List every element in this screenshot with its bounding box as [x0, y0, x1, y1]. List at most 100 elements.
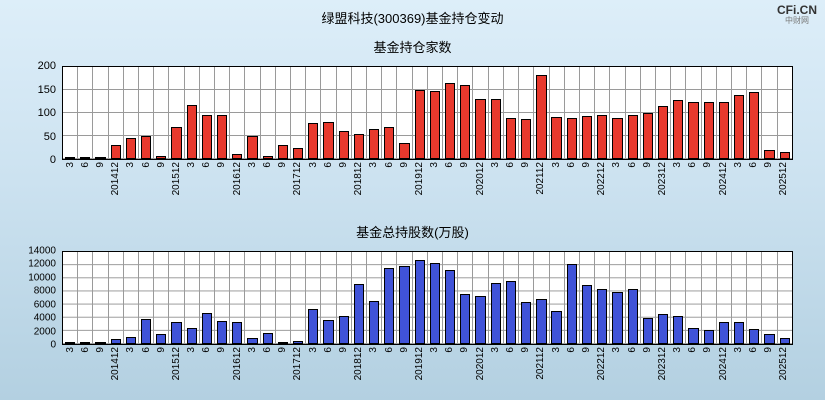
bar-slot: [550, 67, 565, 159]
bar-slot: [778, 67, 792, 159]
x-tick-slot: 9: [276, 162, 291, 208]
y-tick-label: 4000: [33, 312, 56, 324]
x-tick-label: 202512: [778, 347, 790, 381]
bar-slot: [321, 67, 337, 159]
x-tick-slot: 6: [625, 162, 640, 208]
bar: [369, 129, 380, 159]
x-tick-slot: 201812: [352, 347, 367, 393]
x-tick-label: 3: [64, 162, 76, 168]
bar: [460, 85, 471, 159]
bar: [612, 117, 623, 159]
bar: [505, 280, 517, 344]
bar-slot: [352, 252, 368, 344]
bar-slot: [63, 252, 79, 344]
x-tick-slot: 3: [185, 347, 200, 393]
x-tick-slot: 6: [321, 347, 336, 393]
bar: [171, 322, 182, 344]
x-tick-slot: 201812: [352, 162, 367, 208]
bar-slot: [124, 252, 140, 344]
bar-slot: [428, 67, 444, 159]
x-tick-label: 9: [94, 162, 106, 168]
x-tick-slot: 9: [336, 347, 351, 393]
bar-slot: [139, 67, 155, 159]
x-tick-slot: 9: [579, 347, 594, 393]
x-tick-slot: 3: [610, 347, 625, 393]
x-tick-slot: 6: [746, 347, 761, 393]
x-tick-label: 6: [444, 347, 456, 353]
x-tick-label: 3: [732, 162, 744, 168]
x-tick-label: 201912: [413, 162, 425, 196]
x-tick-slot: 9: [276, 347, 291, 393]
x-tick-slot: 9: [397, 347, 412, 393]
bar-slot: [397, 252, 413, 344]
x-tick-slot: 3: [428, 162, 443, 208]
bar-slot: [124, 67, 140, 159]
bar-slot: [747, 67, 763, 159]
x-tick-slot: 202212: [595, 347, 610, 393]
x-tick-slot: 3: [488, 162, 503, 208]
x-tick-slot: 6: [139, 347, 154, 393]
x-tick-label: 202312: [656, 347, 668, 381]
bar: [110, 338, 121, 344]
y-tick-label: 50: [43, 130, 56, 143]
bar: [445, 83, 456, 159]
x-tick-slot: 202412: [716, 162, 731, 208]
bar: [353, 283, 365, 344]
bar: [232, 322, 243, 344]
bar: [141, 319, 152, 344]
bar-slot: [656, 252, 672, 344]
x-tick-slot: 3: [367, 162, 382, 208]
x-tick-slot: 9: [762, 162, 777, 208]
bar: [64, 157, 76, 159]
bar: [217, 114, 228, 159]
x-tick-slot: 3: [124, 162, 139, 208]
bar-slot: [489, 67, 504, 159]
y-tick-label: 6000: [33, 299, 56, 311]
x-tick-slot: 201512: [169, 347, 184, 393]
bar: [779, 338, 790, 344]
bar-slot: [565, 67, 580, 159]
x-tick-slot: 9: [519, 162, 534, 208]
bar: [384, 126, 395, 159]
bar: [80, 157, 91, 159]
bar: [764, 334, 775, 344]
x-tick-label: 3: [64, 347, 76, 353]
x-tick-slot: 3: [245, 347, 260, 393]
x-tick-label: 3: [246, 347, 258, 353]
bar-slot: [641, 67, 656, 159]
x-tick-label: 3: [611, 347, 623, 353]
bar-slot: [109, 252, 124, 344]
bar-slot: [230, 252, 246, 344]
x-tick-label: 9: [520, 162, 532, 168]
bar-slot: [154, 252, 170, 344]
bar: [597, 115, 608, 159]
x-tick-slot: 201412: [109, 347, 124, 393]
x-tick-slot: 6: [382, 347, 397, 393]
x-tick-slot: 202212: [595, 162, 610, 208]
bar-slot: [671, 67, 687, 159]
bar: [673, 100, 684, 159]
y-tick-label: 2000: [33, 326, 56, 338]
bar: [414, 90, 425, 159]
x-tick-label: 9: [155, 162, 167, 168]
x-tick-slot: 202512: [777, 347, 792, 393]
bar-slot: [169, 252, 185, 344]
x-tick-slot: 202312: [655, 347, 670, 393]
bar-slot: [504, 252, 520, 344]
x-tick-label: 3: [550, 162, 562, 168]
bar: [125, 336, 137, 344]
bar-slot: [595, 67, 611, 159]
bar-slot: [656, 67, 672, 159]
x-tick-slot: 201512: [169, 162, 184, 208]
x-tick-slot: 9: [640, 347, 655, 393]
bar-slot: [413, 252, 428, 344]
x-tick-slot: 201612: [230, 347, 245, 393]
x-tick-slot: 6: [78, 162, 93, 208]
x-tick-label: 6: [79, 162, 91, 168]
x-tick-label: 6: [565, 347, 577, 353]
x-tick-slot: 3: [367, 347, 382, 393]
x-tick-slot: 3: [549, 162, 564, 208]
x-tick-slot: 3: [124, 347, 139, 393]
bar: [764, 149, 775, 159]
x-tick-slot: 3: [185, 162, 200, 208]
